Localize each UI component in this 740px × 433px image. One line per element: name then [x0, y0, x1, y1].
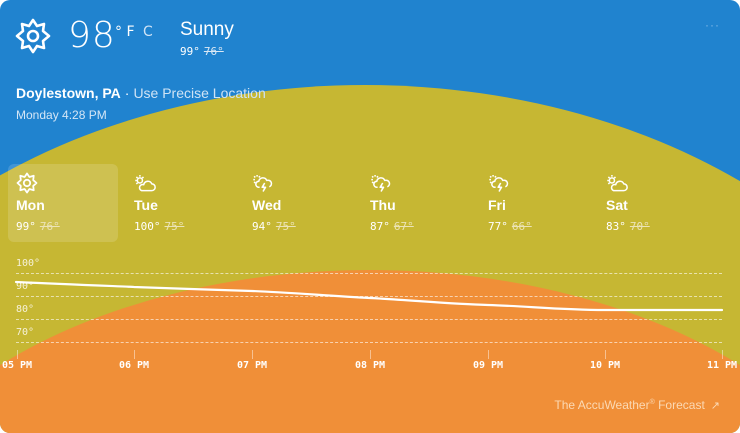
thunderstorm-sun-icon: [253, 174, 273, 192]
day-low: 75°: [275, 220, 296, 233]
x-tick-label: 08 PM: [354, 360, 386, 371]
thunderstorm-sun-icon: [371, 174, 391, 192]
day-high: 100°: [134, 220, 161, 233]
day-low: 75°: [164, 220, 185, 233]
accuweather-forecast-link[interactable]: The AccuWeather® Forecast ↗: [554, 398, 720, 412]
x-tick-label: 06 PM: [118, 360, 150, 371]
registered-mark: ®: [649, 399, 655, 406]
current-low: 76°: [203, 45, 224, 58]
location-row: Doylestown, PA · Use Precise Location: [16, 84, 266, 102]
day-low: 67°: [393, 220, 414, 233]
day-low: 66°: [511, 220, 532, 233]
location-separator: ·: [124, 85, 130, 101]
unit-celsius-button[interactable]: C: [142, 24, 153, 40]
temperature-line: [14, 280, 724, 312]
gridline: [16, 273, 722, 274]
current-temperature: 98: [68, 15, 116, 56]
current-datetime: Monday 4:28 PM: [16, 108, 107, 122]
day-name: Tue: [134, 197, 158, 213]
current-high-low: 99° 76°: [180, 45, 224, 58]
day-high-low: 100° 75°: [134, 220, 184, 233]
day-name: Sat: [606, 197, 628, 213]
day-high: 99°: [16, 220, 36, 233]
x-tick: [488, 350, 489, 359]
partly-cloudy-icon: [607, 174, 628, 192]
unit-fahrenheit-button[interactable]: F: [126, 24, 135, 40]
x-tick: [370, 350, 371, 359]
day-high-low: 94° 75°: [252, 220, 296, 233]
x-tick-label: 09 PM: [472, 360, 504, 371]
x-tick: [605, 350, 606, 359]
x-tick-label: 05 PM: [1, 360, 33, 371]
day-name: Thu: [370, 197, 396, 213]
x-tick: [722, 350, 723, 359]
footer-label-suffix: Forecast: [654, 398, 705, 412]
hourly-temperature-chart: 100° 90° 80° 70° 05 PM 06 PM 07 PM 08 PM…: [0, 250, 740, 380]
day-high: 77°: [488, 220, 508, 233]
x-tick: [17, 350, 18, 359]
x-tick-label: 11 PM: [706, 360, 738, 371]
location-city: Doylestown, PA: [16, 85, 121, 101]
day-high: 87°: [370, 220, 390, 233]
gridline: [16, 296, 722, 297]
x-tick-label: 07 PM: [236, 360, 268, 371]
day-low: 70°: [629, 220, 650, 233]
current-condition: Sunny: [180, 19, 234, 40]
day-tab-tue[interactable]: Tue 100° 75°: [126, 164, 236, 242]
day-name: Fri: [488, 197, 506, 213]
y-tick-label: 100°: [16, 258, 41, 269]
thunderstorm-sun-icon: [489, 174, 509, 192]
day-high-low: 87° 67°: [370, 220, 414, 233]
unit-toggle: ° F C: [115, 24, 153, 40]
external-link-icon: ↗: [710, 400, 720, 412]
current-high: 99°: [180, 45, 200, 58]
sun-icon: [16, 172, 38, 194]
use-precise-location-link[interactable]: Use Precise Location: [133, 85, 266, 101]
y-tick-label: 90°: [16, 281, 35, 292]
footer-label-prefix: The AccuWeather: [554, 398, 650, 412]
more-options-button[interactable]: ···: [705, 18, 720, 32]
day-name: Wed: [252, 197, 282, 213]
day-high-low: 99° 76°: [16, 220, 60, 233]
day-tab-wed[interactable]: Wed 94° 75°: [244, 164, 354, 242]
sun-icon: [15, 18, 51, 54]
degree-symbol: °: [115, 24, 122, 40]
day-low: 76°: [39, 220, 60, 233]
day-tab-fri[interactable]: Fri 77° 66°: [480, 164, 590, 242]
x-tick-label: 10 PM: [589, 360, 621, 371]
day-tab-sat[interactable]: Sat 83° 70°: [598, 164, 708, 242]
gridline: [16, 319, 722, 320]
day-tab-thu[interactable]: Thu 87° 67°: [362, 164, 472, 242]
day-high-low: 77° 66°: [488, 220, 532, 233]
partly-cloudy-icon: [135, 174, 156, 192]
x-tick: [252, 350, 253, 359]
y-tick-label: 70°: [16, 327, 35, 338]
day-high: 94°: [252, 220, 272, 233]
day-tab-mon[interactable]: Mon 99° 76°: [8, 164, 118, 242]
day-high: 83°: [606, 220, 626, 233]
day-name: Mon: [16, 197, 45, 213]
x-tick: [134, 350, 135, 359]
day-high-low: 83° 70°: [606, 220, 650, 233]
y-tick-label: 80°: [16, 304, 35, 315]
gridline: [16, 342, 722, 343]
